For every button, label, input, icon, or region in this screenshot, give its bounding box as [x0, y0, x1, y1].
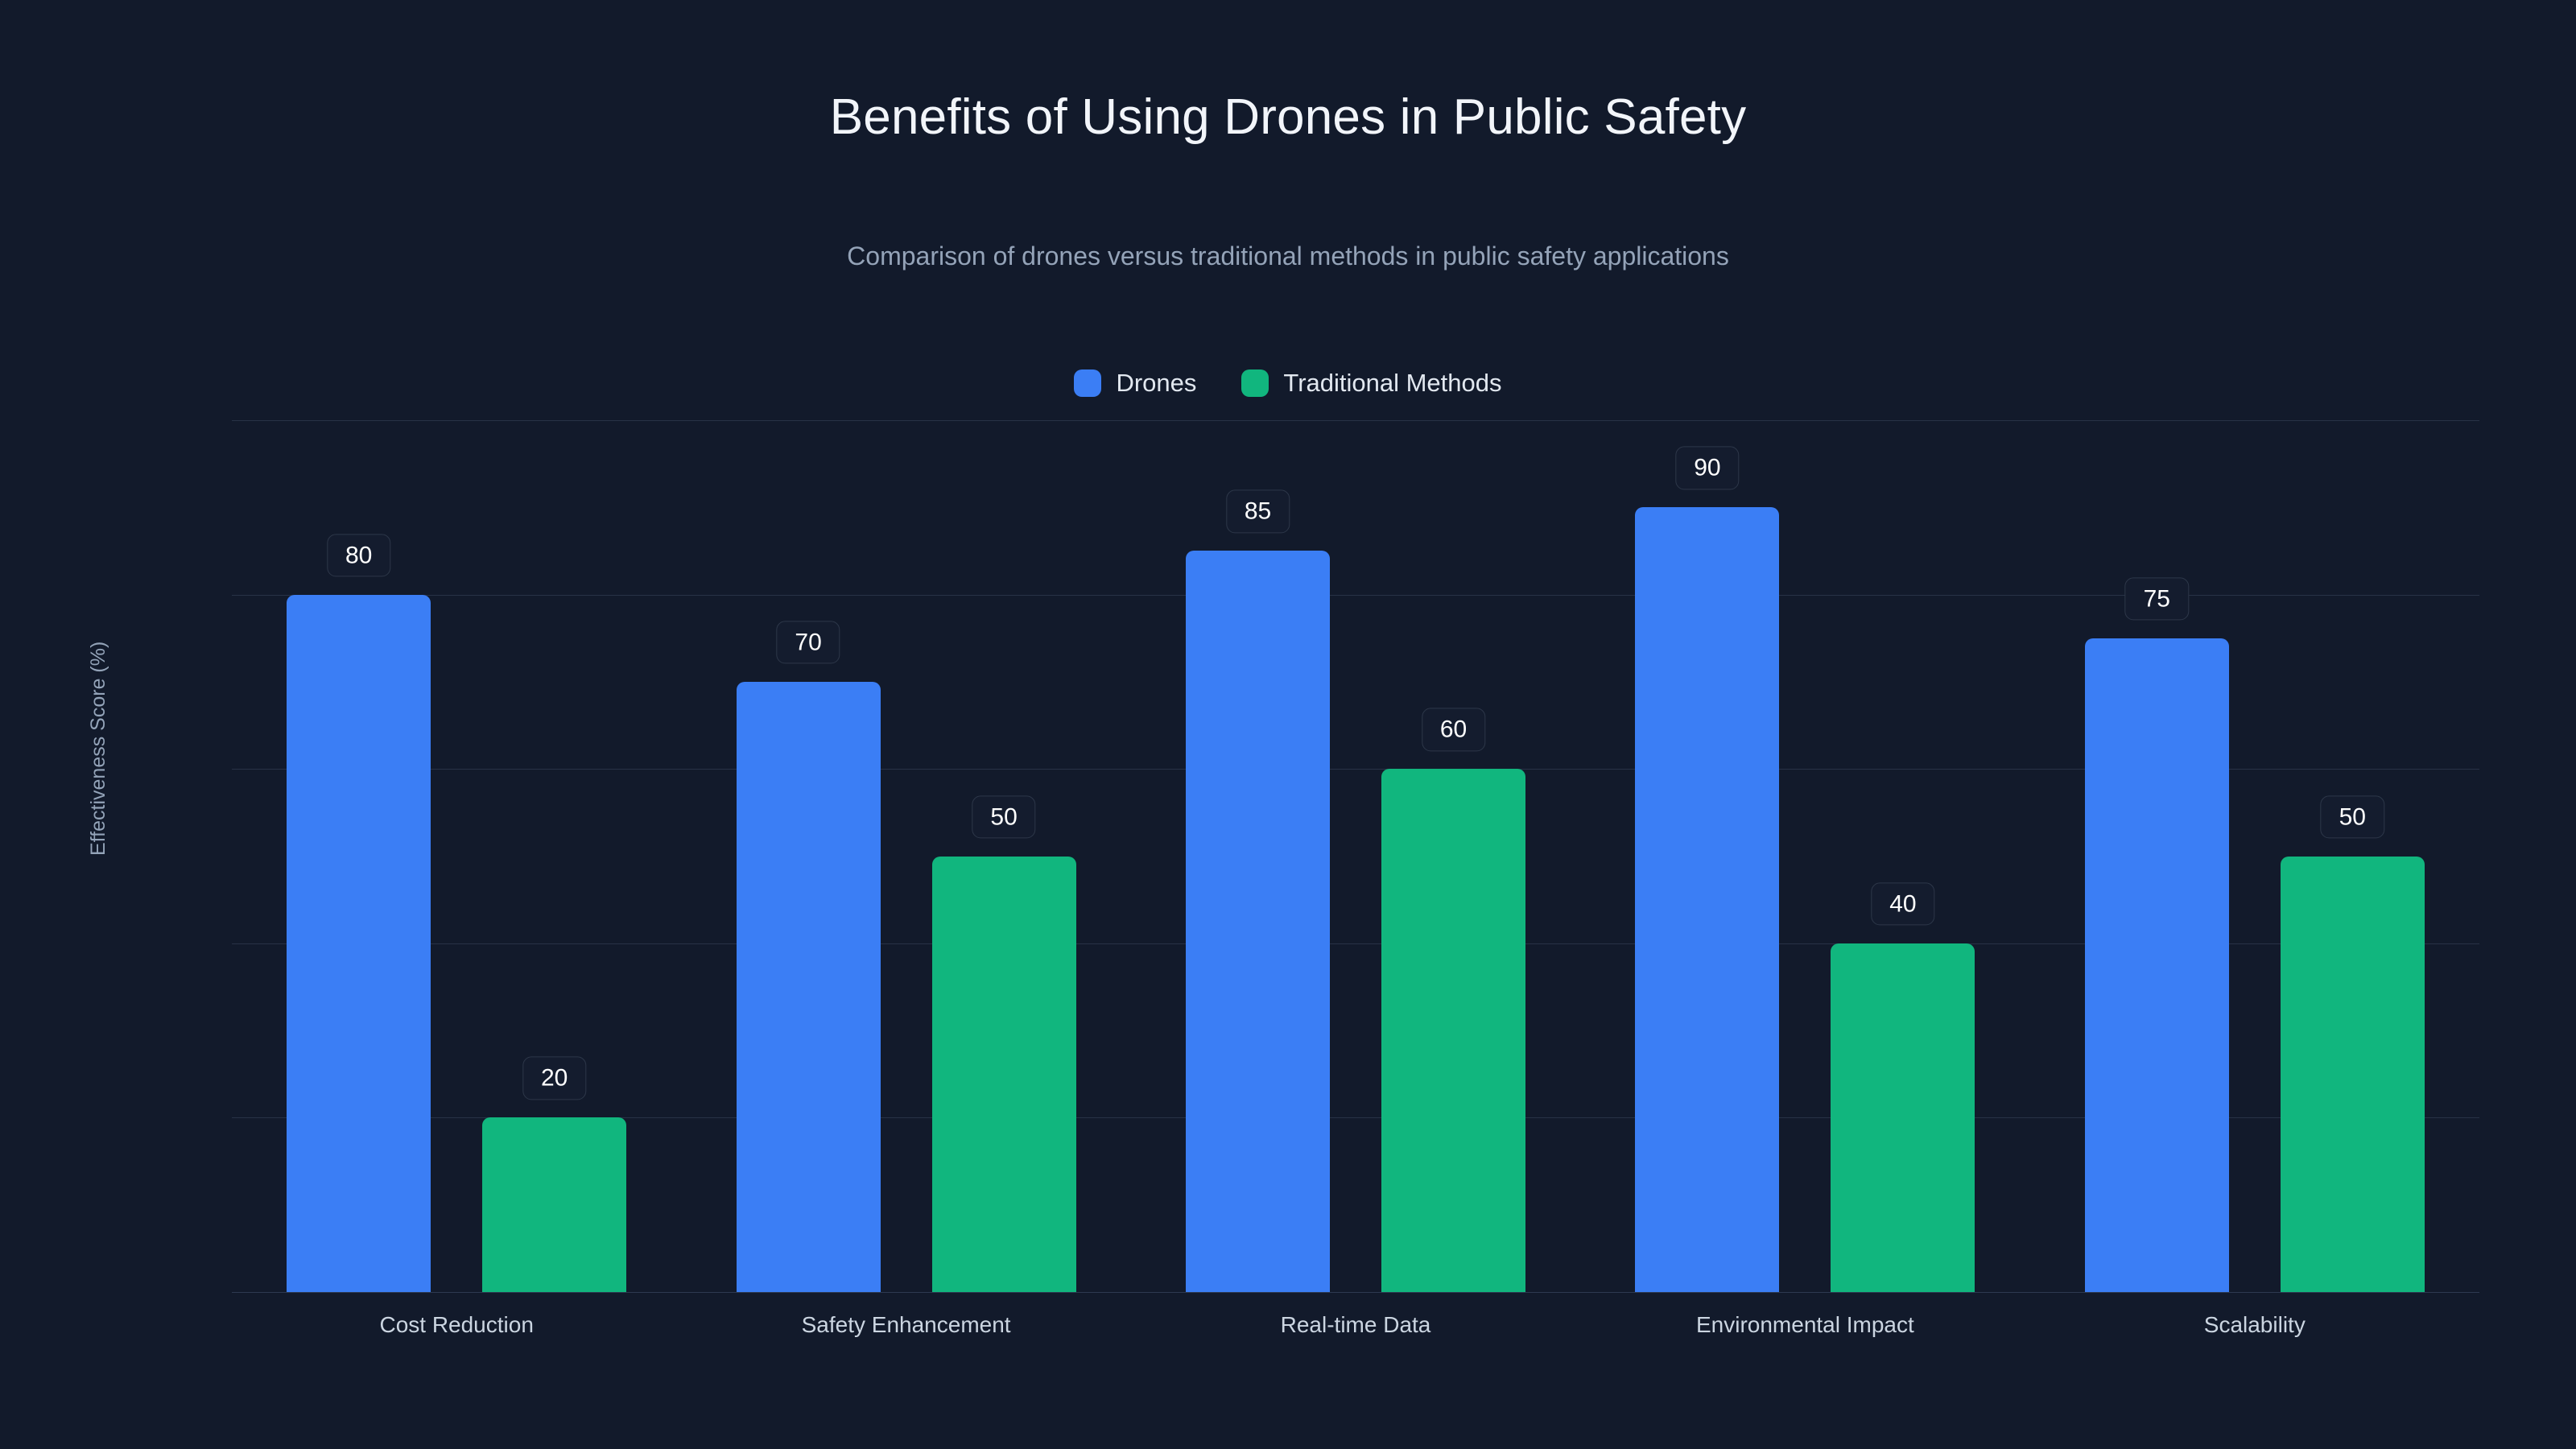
gridline: [232, 420, 2479, 421]
chart-legend: Drones Traditional Methods: [0, 369, 2576, 398]
bar-traditional-methods[interactable]: [1831, 943, 1975, 1292]
x-axis-tick-label: Safety Enhancement: [801, 1312, 1011, 1337]
x-axis-tick-label: Cost Reduction: [379, 1312, 534, 1337]
chart-subtitle: Comparison of drones versus traditional …: [847, 242, 1729, 270]
bar-value-label: 70: [776, 621, 840, 664]
legend-swatch-icon: [1074, 369, 1102, 397]
x-axis-tick-label: Scalability: [2203, 1312, 2306, 1337]
gridline: [232, 769, 2479, 770]
bar-traditional-methods[interactable]: [1381, 769, 1525, 1292]
bar-value-label: 80: [327, 534, 391, 577]
bar-value-label: 90: [1675, 446, 1740, 490]
bar-value-label: 60: [1421, 708, 1486, 752]
bar-drones[interactable]: [736, 681, 881, 1292]
legend-item-drones[interactable]: Drones: [1074, 369, 1196, 398]
bar-value-label: 75: [2124, 577, 2189, 621]
bar-drones[interactable]: [1186, 551, 1330, 1292]
legend-swatch-icon: [1241, 369, 1269, 397]
bar-traditional-methods[interactable]: [482, 1117, 627, 1292]
bar-traditional-methods[interactable]: [931, 856, 1076, 1292]
bar-value-label: 20: [522, 1056, 587, 1100]
bar-series-group: 80 20 70 50 85 60 90 40 75 50: [232, 420, 2479, 1292]
x-axis-tick-label: Real-time Data: [1280, 1312, 1431, 1337]
bar-value-label: 85: [1225, 489, 1290, 534]
y-axis-title: Effectiveness Score (%): [87, 641, 109, 856]
x-axis-labels: Cost Reduction Safety Enhancement Real-tim…: [232, 1312, 2479, 1360]
gridline: [232, 1292, 2479, 1293]
bar-traditional-methods[interactable]: [2280, 856, 2425, 1292]
legend-item-traditional-methods[interactable]: Traditional Methods: [1241, 369, 1502, 398]
gridline: [232, 594, 2479, 596]
bar-drones[interactable]: [2084, 638, 2229, 1292]
legend-item-label: Drones: [1116, 369, 1197, 397]
legend-item-label: Traditional Methods: [1283, 369, 1502, 397]
bar-value-label: 50: [972, 795, 1036, 839]
gridlines: 020406080100: [232, 420, 2479, 1293]
chart-title: Benefits of Using Drones in Public Safet…: [829, 89, 1747, 145]
bar-value-label: 40: [1871, 882, 1935, 926]
bar-drones[interactable]: [287, 594, 431, 1292]
bar-value-label: 50: [2320, 795, 2384, 839]
x-axis-tick-label: Environmental Impact: [1695, 1312, 1914, 1337]
gridline: [232, 1117, 2479, 1119]
bar-drones[interactable]: [1635, 507, 1780, 1292]
gridline: [232, 943, 2479, 944]
